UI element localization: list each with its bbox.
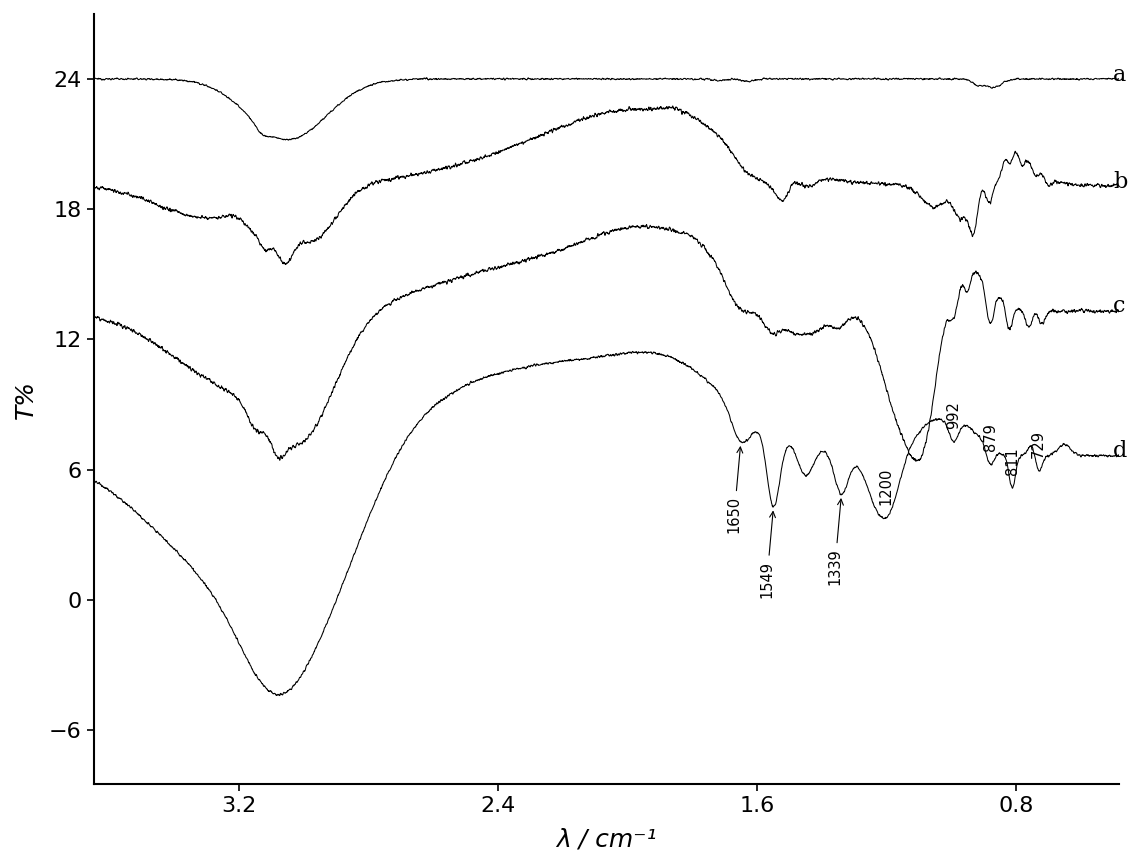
- Text: 1339: 1339: [828, 499, 844, 585]
- Text: 879: 879: [983, 423, 998, 451]
- Text: c: c: [1112, 296, 1125, 317]
- Text: 1549: 1549: [759, 511, 775, 598]
- Text: a: a: [1112, 63, 1126, 86]
- Text: 1650: 1650: [726, 447, 742, 534]
- Text: b: b: [1112, 171, 1127, 193]
- Text: 729: 729: [1031, 430, 1046, 458]
- X-axis label: λ / cm⁻¹: λ / cm⁻¹: [556, 827, 657, 851]
- Text: d: d: [1112, 440, 1127, 462]
- Text: 992: 992: [946, 401, 962, 429]
- Text: 811: 811: [1005, 447, 1020, 475]
- Text: 1200: 1200: [879, 467, 894, 504]
- Y-axis label: T%: T%: [14, 380, 38, 419]
